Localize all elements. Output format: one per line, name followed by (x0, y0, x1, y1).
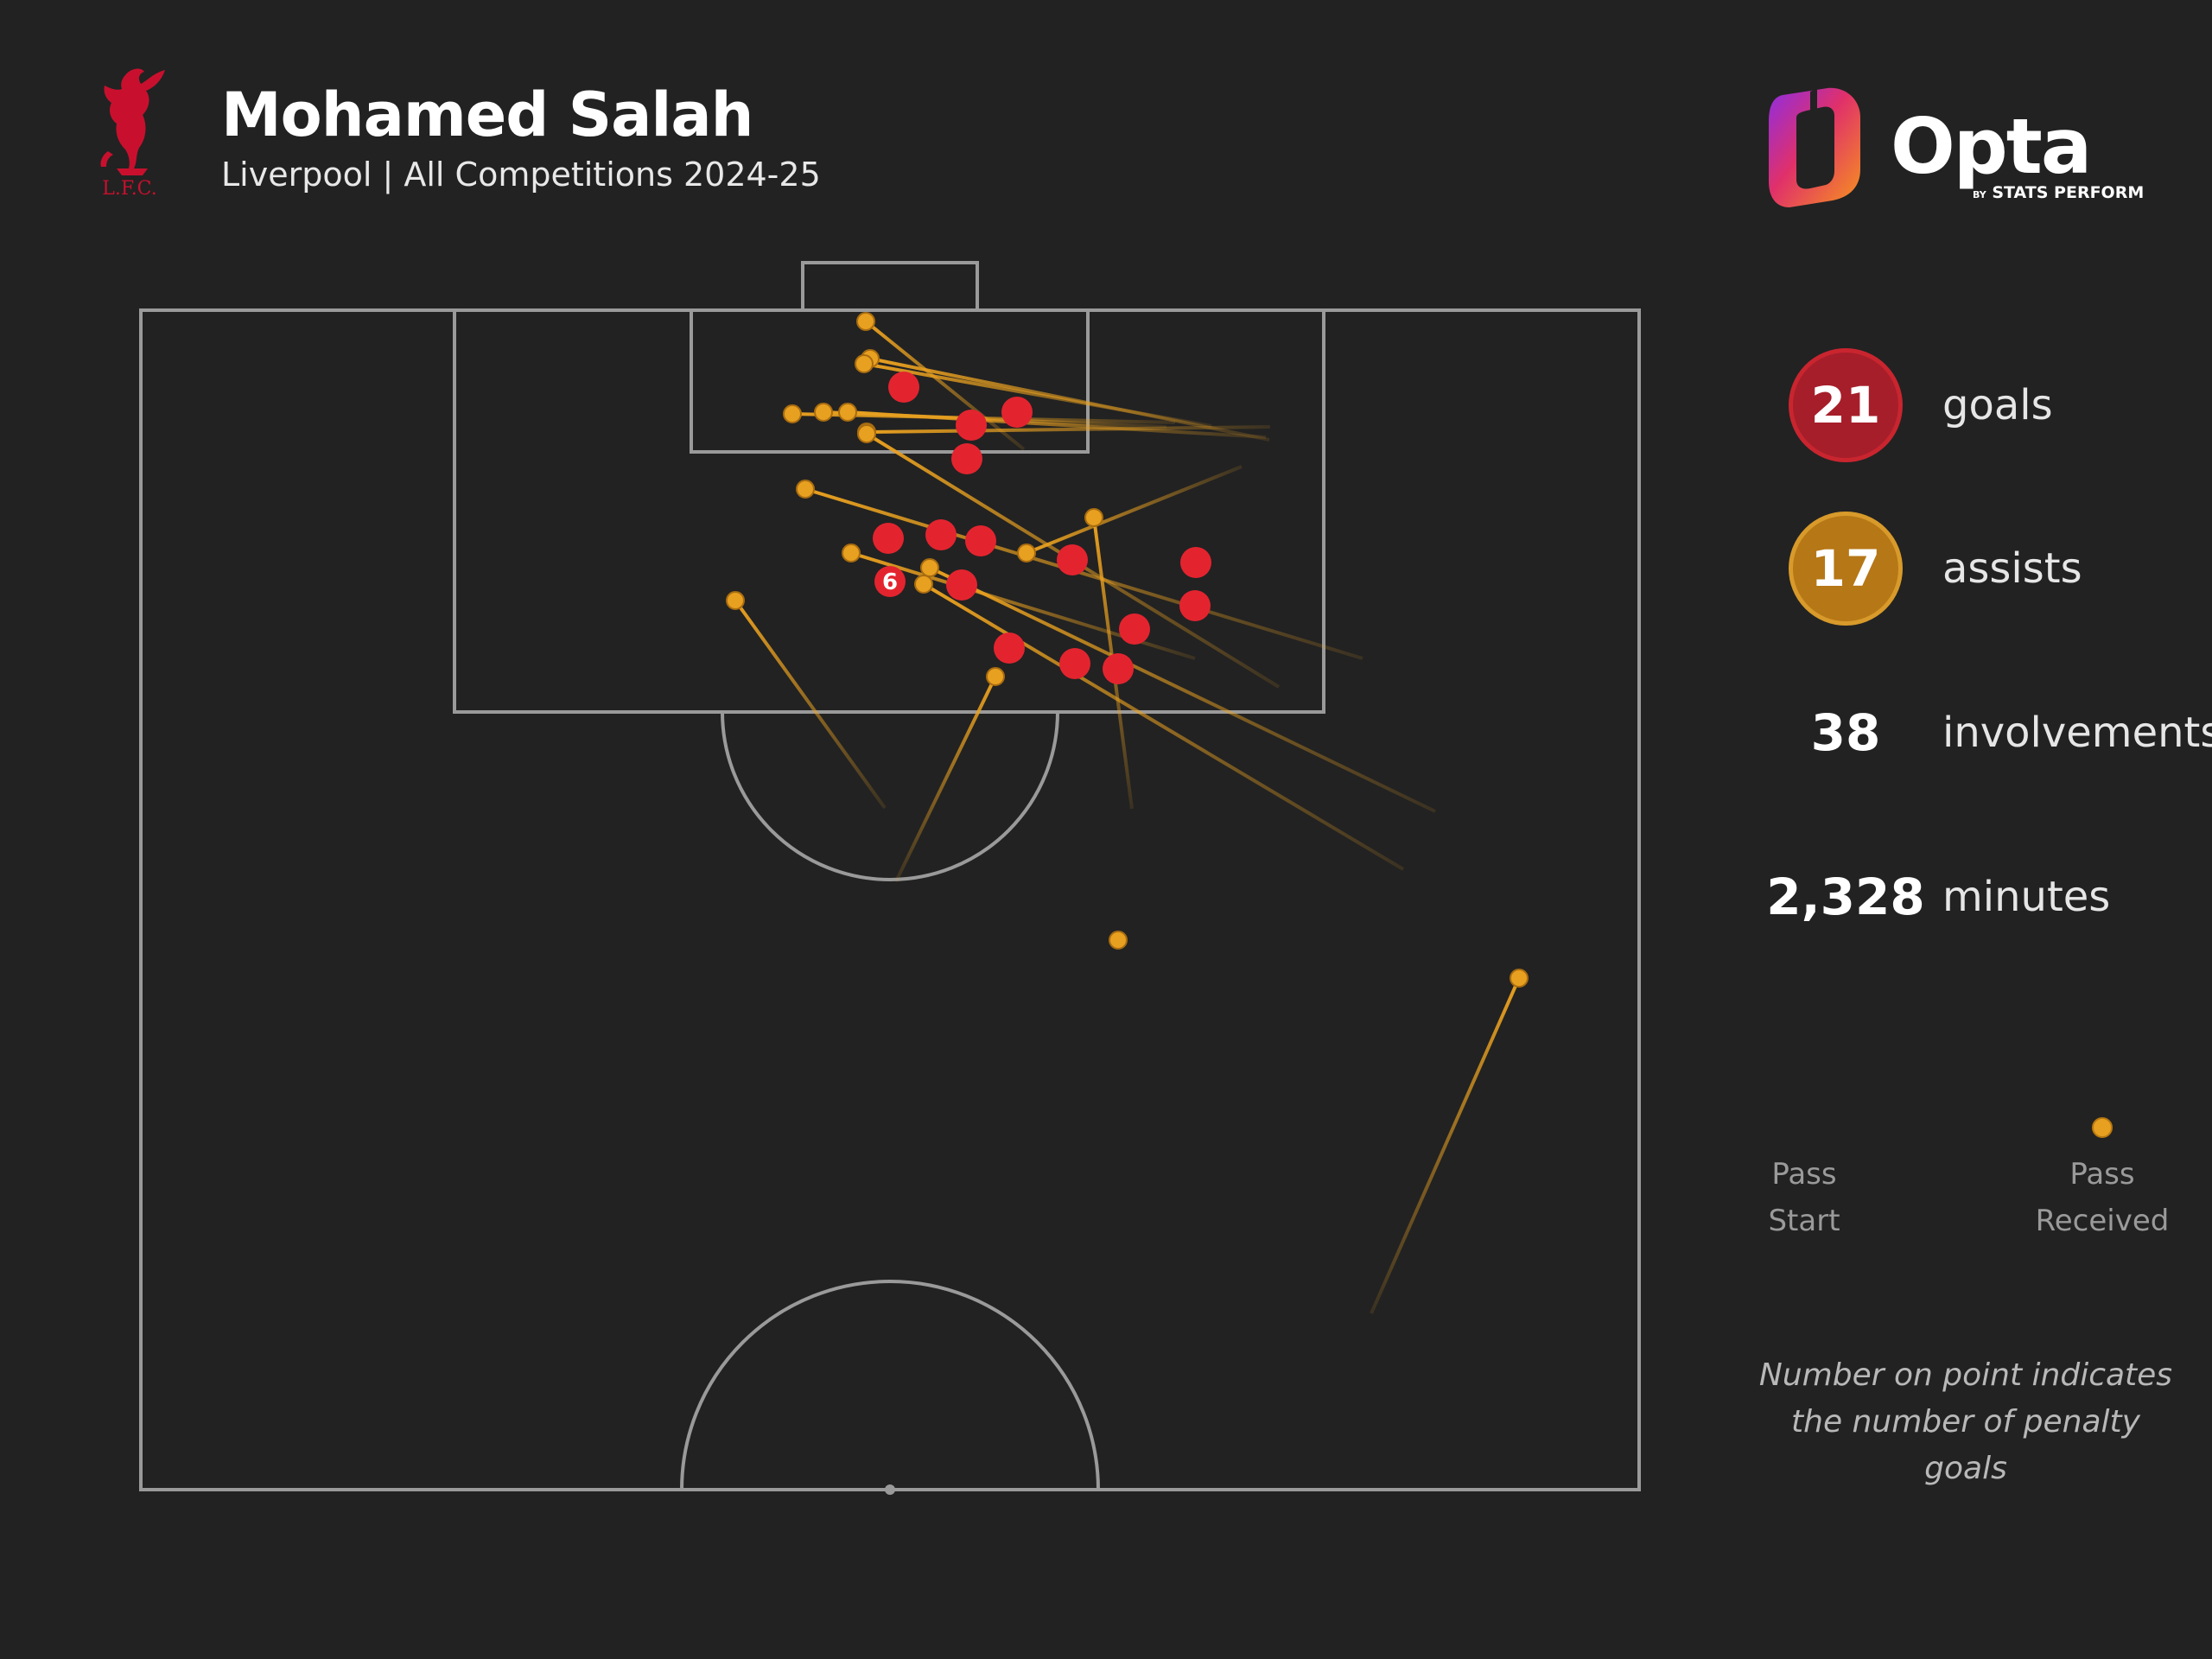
involvements-count: 38 (1810, 703, 1881, 762)
legend-pass-received-label: Pass Received (2035, 1157, 2170, 1238)
centre-circle (680, 1280, 1100, 1491)
assist-received-point (726, 591, 745, 610)
assist-pass-line (804, 487, 1363, 660)
penalty-goal-count: 6 (882, 569, 898, 595)
assist-received-point (856, 312, 875, 331)
assist-pass-line (734, 599, 887, 810)
assist-pass-line (864, 320, 1026, 451)
goals-label: goals (1942, 381, 2053, 429)
assist-received-point (855, 354, 874, 373)
goal-point (1057, 544, 1088, 575)
assist-received-point (838, 403, 857, 422)
opta-wordmark: Opta (1891, 102, 2092, 191)
assist-pass-line (922, 582, 1405, 871)
goal-point (873, 523, 904, 554)
assist-received-point (1084, 508, 1103, 527)
goal-point (1179, 590, 1211, 621)
assist-received-point (1017, 543, 1036, 563)
opta-tagline: BY STATS PERFORM (1973, 183, 2145, 202)
minutes-count: 2,328 (1766, 868, 1925, 926)
chart-subtitle: Liverpool | All Competitions 2024-25 (221, 156, 821, 194)
liverpool-crest-logo: L.F.C. (100, 68, 165, 200)
assist-received-point (842, 543, 861, 563)
goal-point (1119, 613, 1150, 645)
legend-pass-start-label: Pass Start (1768, 1157, 1840, 1238)
stat-assists: 17 assists (1784, 512, 2212, 632)
goal-point (965, 525, 996, 556)
assist-pass-line (1370, 977, 1521, 1314)
goal-point (888, 372, 919, 403)
goal-point (1001, 397, 1033, 428)
penalty-area (453, 308, 1325, 714)
player-name-title: Mohamed Salah (221, 79, 753, 150)
assist-received-point (986, 667, 1005, 686)
pass-legend-graphic (1806, 1117, 2113, 1138)
assist-received-point (814, 403, 833, 422)
stat-involvements: 38 involvements (1784, 676, 2212, 797)
assist-layer (726, 312, 1529, 1314)
goal-point (994, 632, 1025, 664)
assist-pass-line (863, 362, 1212, 428)
centre-spot (885, 1484, 895, 1495)
stat-minutes: 2,328 minutes (1766, 840, 2212, 961)
assist-pass-line (929, 566, 1436, 813)
assist-pass-line (866, 425, 1271, 434)
goal (801, 261, 979, 312)
assist-pass-line (894, 676, 997, 882)
penalty-goal-point (874, 566, 906, 597)
assist-received-point (857, 424, 876, 443)
goal-point (925, 519, 957, 550)
assist-received-point (796, 480, 815, 499)
assist-received-point (783, 404, 802, 423)
assists-count-badge: 17 (1789, 512, 1903, 626)
pitch-shot-map: 6 (139, 261, 1641, 1495)
assist-received-point (914, 575, 933, 594)
goal-point (951, 443, 982, 474)
opta-mark-icon (1769, 87, 1860, 207)
goal-point (1180, 547, 1211, 578)
involvements-label: involvements (1942, 709, 2212, 757)
goal-layer: 6 (873, 372, 1211, 684)
goal-point (946, 569, 977, 601)
minutes-label: minutes (1942, 873, 2111, 921)
penalty-note: Number on point indicates the number of … (1758, 1357, 2173, 1486)
assist-received-point (1510, 969, 1529, 988)
stat-goals: 21 goals (1784, 348, 2212, 469)
assist-received-point (920, 558, 939, 577)
assist-pass-line (1026, 465, 1243, 555)
assists-label: assists (1942, 544, 2082, 593)
goal-point (1103, 653, 1134, 684)
assist-pass-line (847, 410, 1267, 439)
assist-received-point (1109, 931, 1128, 950)
goal-point (1059, 648, 1090, 679)
pitch-outline (139, 308, 1641, 1491)
crest-text: L.F.C. (102, 178, 156, 200)
goal-point (956, 410, 987, 441)
penalty-arc (721, 711, 1059, 881)
opta-logo: Opta BY STATS PERFORM (1767, 86, 2144, 216)
legend-received-dot (2092, 1117, 2113, 1138)
goals-count-badge: 21 (1789, 348, 1903, 462)
